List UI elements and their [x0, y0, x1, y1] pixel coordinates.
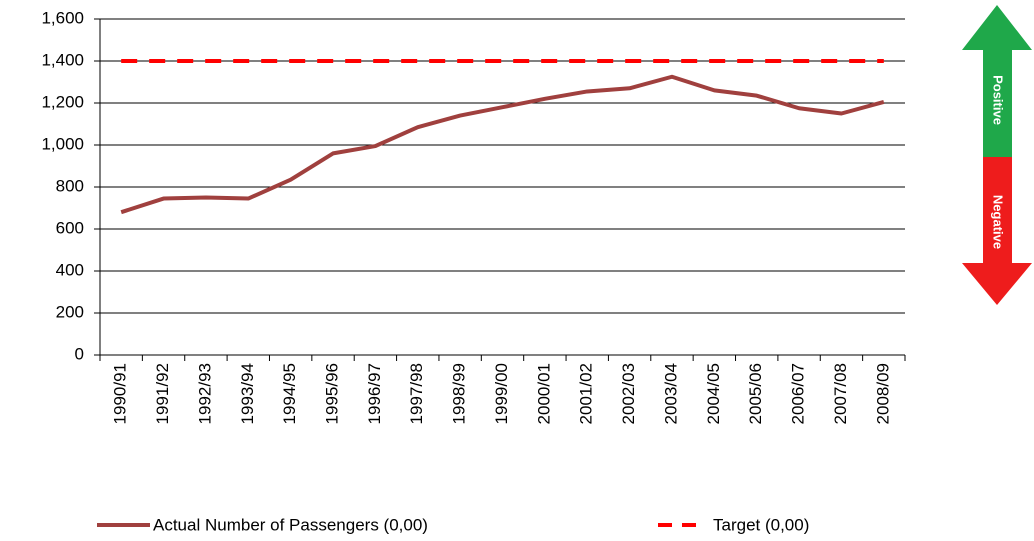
x-tick-label: 1994/95	[280, 363, 299, 424]
y-tick-label: 400	[56, 260, 84, 279]
y-tick-label: 1,000	[41, 134, 84, 153]
y-tick-label: 1,200	[41, 92, 84, 111]
x-tick-label: 1998/99	[450, 363, 469, 424]
x-tick-label: 1995/96	[323, 363, 342, 424]
x-tick-label: 1999/00	[492, 363, 511, 424]
x-tick-label: 2001/02	[577, 363, 596, 424]
x-tick-label: 2004/05	[704, 363, 723, 424]
x-tick-label: 2003/04	[661, 363, 680, 424]
x-tick-label: 2002/03	[619, 363, 638, 424]
x-tick-label: 2007/08	[831, 363, 850, 424]
y-tick-label: 1,600	[41, 8, 84, 27]
positive-label: Positive	[991, 75, 1006, 125]
y-tick-label: 0	[75, 344, 84, 363]
legend-label: Actual Number of Passengers (0,00)	[153, 515, 428, 534]
y-tick-label: 800	[56, 176, 84, 195]
negative-label: Negative	[991, 195, 1006, 249]
x-tick-label: 2005/06	[746, 363, 765, 424]
x-tick-label: 2006/07	[789, 363, 808, 424]
y-tick-label: 600	[56, 218, 84, 237]
negative-arrow	[962, 157, 1032, 305]
x-tick-label: 1990/91	[111, 363, 130, 424]
x-tick-label: 1992/93	[195, 363, 214, 424]
legend-label: Target (0,00)	[713, 515, 809, 534]
x-tick-label: 2008/09	[873, 363, 892, 424]
series-line	[120, 74, 885, 215]
y-tick-label: 1,400	[41, 50, 84, 69]
x-tick-label: 1996/97	[365, 363, 384, 424]
positive-arrow	[962, 5, 1032, 157]
x-tick-label: 1997/98	[407, 363, 426, 424]
x-tick-label: 1993/94	[238, 363, 257, 424]
y-tick-label: 200	[56, 302, 84, 321]
x-tick-label: 2000/01	[534, 363, 553, 424]
x-tick-label: 1991/92	[153, 363, 172, 424]
